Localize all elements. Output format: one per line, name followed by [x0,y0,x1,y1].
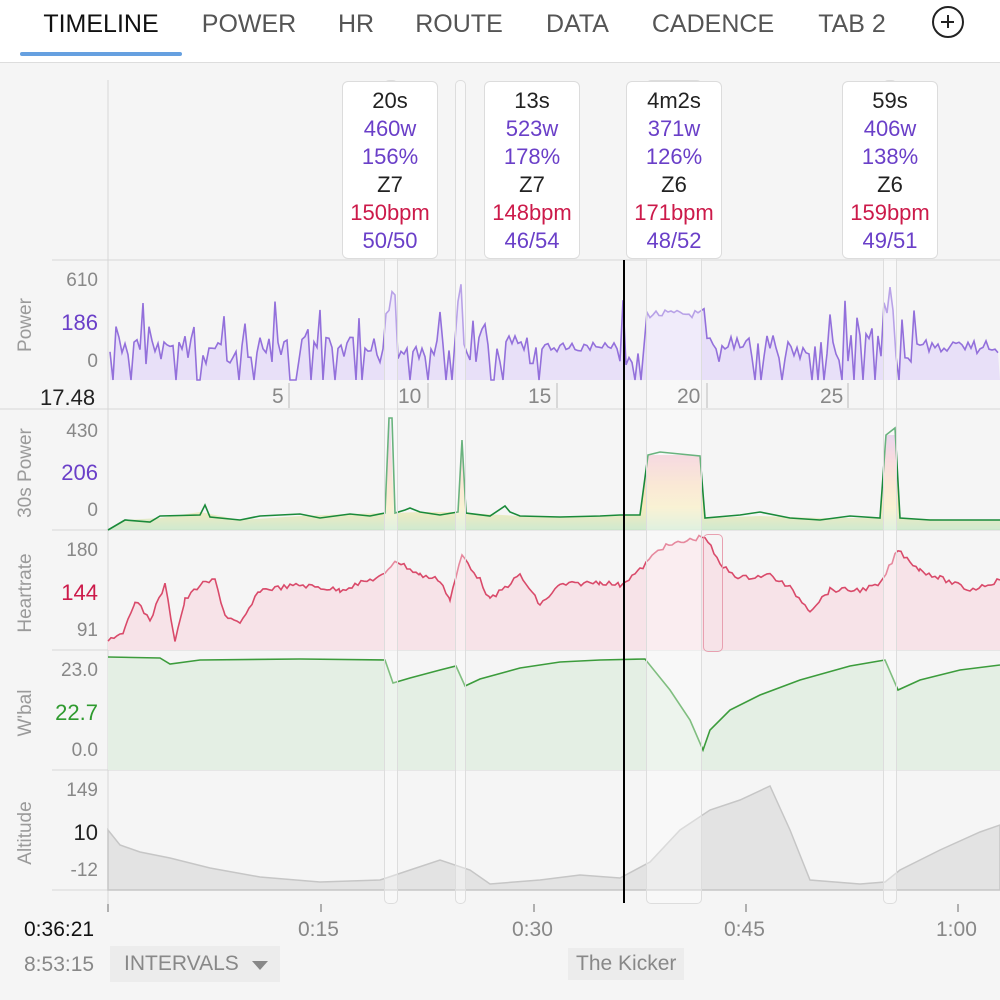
tab-cadence[interactable]: CADENCE [651,10,775,38]
interval-watts: 523w [505,116,559,141]
interval-duration: 13s [514,88,550,113]
time-label: 1:00 [936,918,977,941]
distance-label: 20 [677,385,701,408]
power30-chart [107,417,1000,531]
time-label: 0:15 [298,918,339,941]
active-tab-indicator [20,52,182,56]
elapsed-time: 0:36:21 [24,918,95,941]
interval-heartrate: 171bpm [634,200,714,225]
heartrate-current: 144 [61,580,98,605]
tab-data[interactable]: DATA [546,10,609,38]
interval-ftp-percent: 156% [361,144,419,169]
distance-label: 10 [398,385,422,408]
interval-watts: 406w [863,116,917,141]
distance-current: 17.48 [40,385,96,410]
time-cursor[interactable] [623,260,625,903]
interval-heartrate: 148bpm [492,200,572,225]
power-chart [109,284,1000,381]
add-tab-icon[interactable] [932,6,964,38]
interval-duration: 59s [872,88,908,113]
interval-heartrate: 159bpm [850,200,930,225]
power-y-min: 0 [87,351,98,372]
altitude-y-min: -12 [70,860,98,881]
distance-axis-ticks [288,383,849,408]
time-axis-ticks [107,904,959,912]
wbal-y-max: 23.0 [61,660,98,681]
heartrate-y-min: 91 [76,620,98,641]
power-y-max: 610 [66,270,98,291]
interval-heartrate: 150bpm [350,200,430,225]
tab-route[interactable]: ROUTE [415,10,503,38]
interval-watts: 371w [647,116,701,141]
distance-label: 25 [820,385,844,408]
tab-bar: TIMELINE POWER HR ROUTE DATA CADENCE TAB… [0,0,1000,63]
interval-zone: Z6 [877,172,903,197]
altitude-y-max: 149 [66,780,98,801]
chevron-down-icon [252,961,268,970]
wbal-y-min: 0.0 [71,740,98,761]
interval-balance: 49/51 [862,228,918,253]
intervals-label: INTERVALS [124,952,239,975]
altitude-chart [107,785,1000,891]
power30-y-max: 430 [66,421,98,442]
power-current: 186 [61,310,98,335]
interval-balance: 50/50 [362,228,418,253]
wbal-current: 22.7 [55,700,98,725]
interval-zone: Z6 [661,172,687,197]
interval-duration: 20s [372,88,408,113]
wbal-chart [107,656,1000,770]
interval-zone: Z7 [519,172,545,197]
interval-balance: 48/52 [646,228,702,253]
tab-power[interactable]: POWER [201,10,297,38]
segment-label[interactable]: The Kicker [568,948,685,980]
interval-card[interactable]: 20s 460w 156% Z7 150bpm 50/50 [342,81,438,259]
heartrate-chart [107,534,1000,650]
clock-time: 8:53:15 [24,953,95,976]
interval-balance: 46/54 [504,228,560,253]
time-label: 0:30 [512,918,553,941]
interval-watts: 460w [363,116,417,141]
interval-duration: 4m2s [647,88,701,113]
interval-ftp-percent: 138% [861,144,919,169]
distance-label: 15 [528,385,552,408]
tab-timeline[interactable]: TIMELINE [43,10,159,38]
interval-card[interactable]: 59s 406w 138% Z6 159bpm 49/51 [842,81,938,259]
interval-card[interactable]: 4m2s 371w 126% Z6 171bpm 48/52 [626,81,722,259]
distance-label: 5 [272,385,284,408]
heartrate-y-max: 180 [66,540,98,561]
power30-y-min: 0 [87,500,98,521]
interval-card[interactable]: 13s 523w 178% Z7 148bpm 46/54 [484,81,580,259]
time-label: 0:45 [724,918,765,941]
altitude-current: 10 [73,820,98,845]
intervals-dropdown[interactable]: INTERVALS [110,946,280,982]
interval-zone: Z7 [377,172,403,197]
tab-tab-2[interactable]: TAB 2 [818,10,886,38]
tab-hr[interactable]: HR [337,10,375,38]
power30-current: 206 [61,460,98,485]
interval-ftp-percent: 126% [645,144,703,169]
interval-ftp-percent: 178% [503,144,561,169]
